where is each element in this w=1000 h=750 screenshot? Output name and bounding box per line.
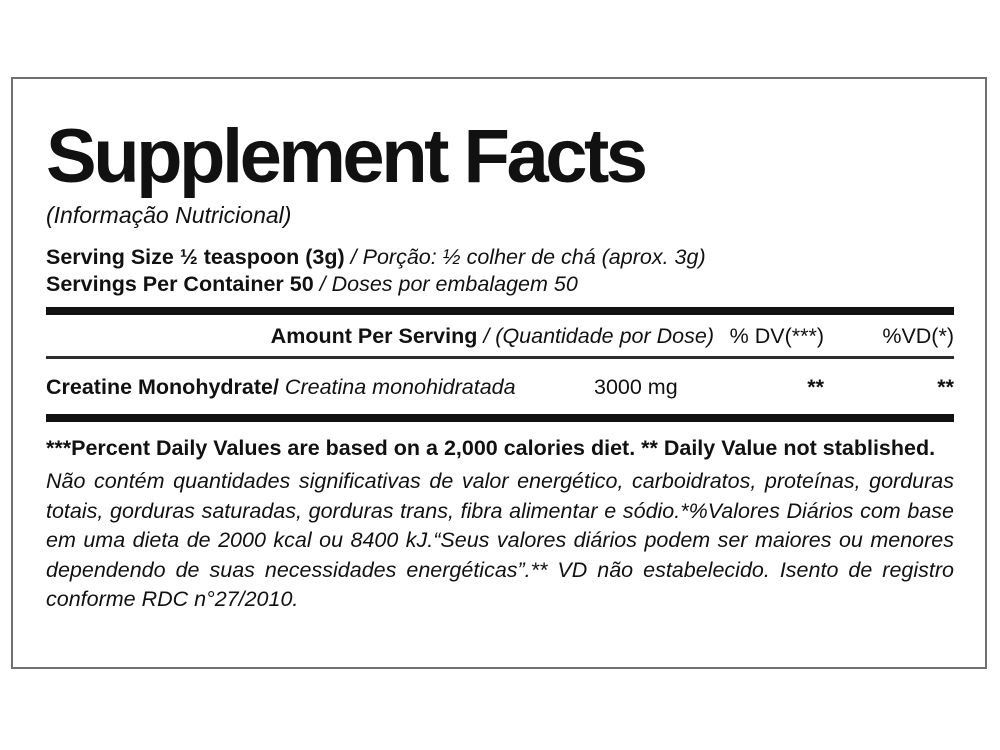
serving-size-en: Serving Size ½ teaspoon (3g) [46,245,345,269]
ingredient-name-en: Creatine Monohydrate/ [46,375,279,399]
amount-per-serving-header: Amount Per Serving / (Quantidade por Dos… [46,324,714,349]
servings-per-container-pt: Doses por embalagem 50 [331,272,578,296]
panel-subtitle: (Informação Nutricional) [46,202,292,228]
ingredient-dv-value: ** [807,375,824,399]
table-header-row: Amount Per Serving / (Quantidade por Dos… [46,315,954,356]
serving-size-line: Serving Size ½ teaspoon (3g) / Porção: ½… [46,244,954,271]
ingredient-name: Creatine Monohydrate/ Creatina monohidra… [46,375,594,400]
panel-title: Supplement Facts [46,114,648,199]
ingredient-amount: 3000 mg [594,375,678,399]
divider-thick-bottom [46,414,954,422]
serving-size-pt: Porção: ½ colher de chá (aprox. 3g) [362,245,706,269]
amount-per-serving-en: Amount Per Serving [270,324,478,348]
ingredient-name-pt: Creatina monohidratada [278,375,516,399]
portuguese-footnote: Não contém quantidades significativas de… [46,469,954,611]
divider-thin [46,356,954,359]
servings-per-container-line: Servings Per Container 50 / Doses por em… [46,271,954,298]
supplement-facts-panel: Supplement Facts (Informação Nutricional… [11,77,987,669]
daily-value-footnote: ***Percent Daily Values are based on a 2… [46,436,936,460]
vd-column-header: %VD(*) [882,324,954,348]
servings-per-container-en: Servings Per Container 50 [46,272,314,296]
divider-thick-top [46,307,954,315]
amount-per-serving-separator: / [477,324,496,348]
serving-size-separator: / [344,245,363,269]
servings-per-container-separator: / [313,272,332,296]
ingredient-vd-value: ** [937,375,954,399]
table-row: Creatine Monohydrate/ Creatina monohidra… [46,359,954,414]
serving-info: Serving Size ½ teaspoon (3g) / Porção: ½… [46,244,954,298]
dv-column-header: % DV(***) [729,324,824,348]
amount-per-serving-pt: (Quantidade por Dose) [495,324,714,348]
